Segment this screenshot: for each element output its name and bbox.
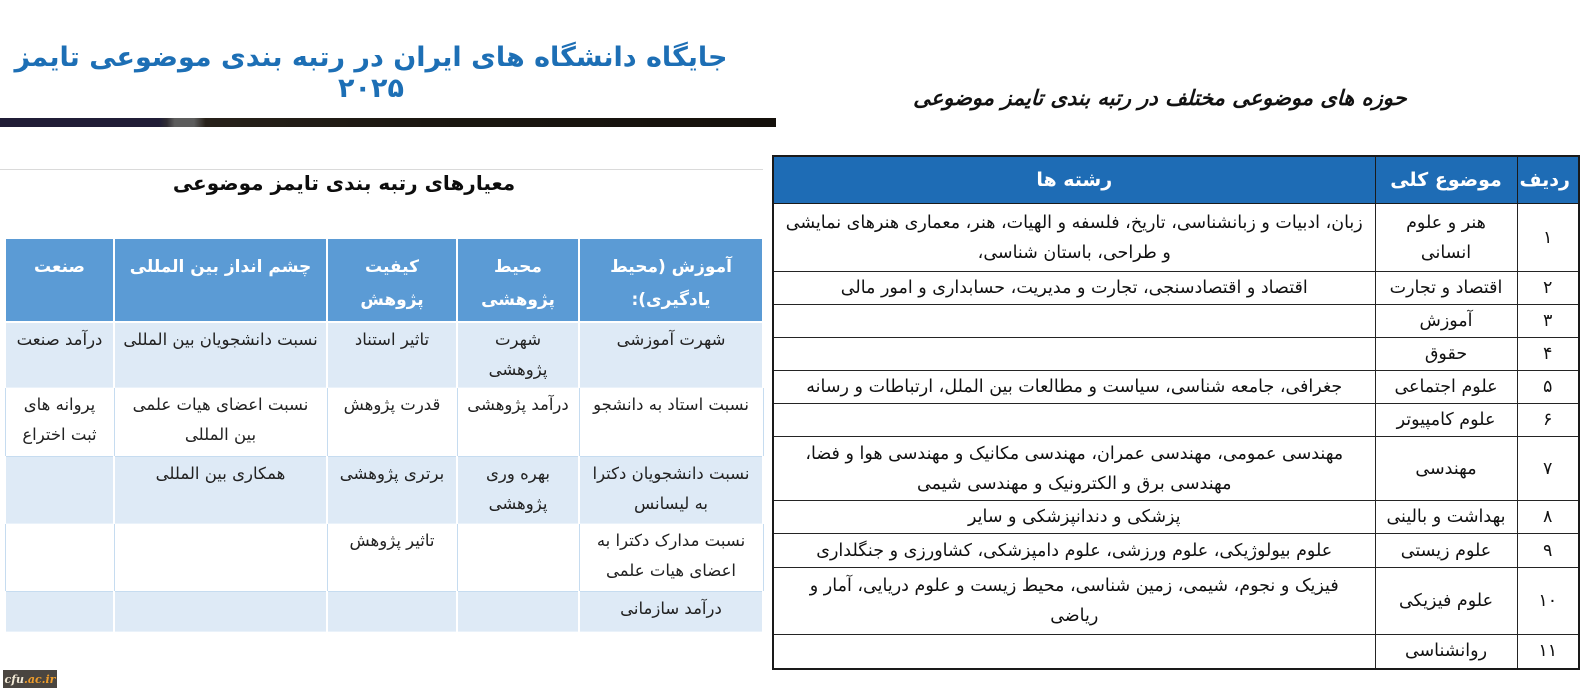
subject-row: ۱ هنر و علوم انسانی زبان، ادبیات و زبانش…: [772, 203, 1580, 272]
subject-name: علوم کامپیوتر: [1374, 403, 1518, 437]
row-number: ۵: [1516, 370, 1580, 404]
watermark-prefix: cfu: [4, 672, 24, 686]
col-header-industry: صنعت: [4, 236, 115, 324]
criteria-cell: برتری پژوهشی: [326, 456, 458, 525]
criteria-cell: [456, 591, 580, 633]
subject-name: علوم اجتماعی: [1374, 370, 1518, 404]
criteria-cell: شهرت آموزشی: [578, 321, 764, 389]
subject-fields: [772, 337, 1376, 371]
criteria-cell: تاثیر استناد: [326, 321, 458, 389]
col-header-general-subject: موضوع کلی: [1374, 155, 1518, 204]
row-number: ۹: [1516, 533, 1580, 568]
subject-fields: پزشکی و دندانپزشکی و سایر: [772, 500, 1376, 534]
row-number: ۶: [1516, 403, 1580, 437]
section-divider-line: [0, 169, 763, 170]
subject-name: اقتصاد و تجارت: [1374, 271, 1518, 305]
subject-row: ۵ علوم اجتماعی جغرافی، جامعه شناسی، سیاس…: [772, 370, 1580, 404]
subject-row: ۱۱ روانشناسی: [772, 634, 1580, 669]
subject-fields: مهندسی عمومی، مهندسی عمران، مهندسی مکانی…: [772, 436, 1376, 501]
criteria-row: نسبت دانشجویان دکترا به لیسانس بهره وری …: [4, 456, 764, 525]
criteria-row: نسبت مدارک دکترا به اعضای هیات علمی تاثی…: [4, 523, 764, 593]
criteria-cell: نسبت استاد به دانشجو: [578, 387, 764, 458]
criteria-cell: بهره وری پژوهشی: [456, 456, 580, 525]
criteria-row: نسبت استاد به دانشجو درآمد پژوهشی قدرت پ…: [4, 387, 764, 458]
subjects-header-row: ردیف موضوع کلی رشته ها: [772, 155, 1580, 204]
col-header-research-quality: کیفیت پژوهش: [326, 236, 458, 324]
row-number: ۱۱: [1516, 634, 1580, 669]
criteria-cell: [113, 523, 328, 593]
subject-row: ۱۰ علوم فیزیکی فیزیک و نجوم، شیمی، زمین …: [772, 567, 1580, 635]
criteria-table: آموزش (محیط یادگیری): محیط پژوهشی کیفیت …: [4, 236, 764, 633]
subject-fields: [772, 403, 1376, 437]
criteria-cell: قدرت پژوهش: [326, 387, 458, 458]
criteria-cell: درآمد سازمانی: [578, 591, 764, 633]
row-number: ۱۰: [1516, 567, 1580, 635]
col-header-fields: رشته ها: [772, 155, 1376, 204]
subject-fields: علوم بیولوژیکی، علوم ورزشی، علوم دامپزشک…: [772, 533, 1376, 568]
subject-row: ۹ علوم زیستی علوم بیولوژیکی، علوم ورزشی،…: [772, 533, 1580, 568]
subjects-table: ردیف موضوع کلی رشته ها ۱ هنر و علوم انسا…: [772, 155, 1580, 670]
row-number: ۷: [1516, 436, 1580, 501]
subject-name: علوم فیزیکی: [1374, 567, 1518, 635]
subject-name: علوم زیستی: [1374, 533, 1518, 568]
watermark-suffix: .ac.ir: [23, 672, 56, 686]
criteria-cell: [326, 591, 458, 633]
col-header-teaching: آموزش (محیط یادگیری):: [578, 236, 764, 324]
criteria-cell: [113, 591, 328, 633]
subject-fields: [772, 634, 1376, 669]
criteria-cell: [4, 456, 115, 525]
subject-fields: اقتصاد و اقتصادسنجی، تجارت و مدیریت، حسا…: [772, 271, 1376, 305]
page-title: جایگاه دانشگاه های ایران در رتبه بندی مو…: [14, 42, 728, 104]
row-number: ۸: [1516, 500, 1580, 534]
criteria-cell: تاثیر پژوهش: [326, 523, 458, 593]
col-header-international-outlook: چشم انداز بین المللی: [113, 236, 328, 324]
subject-name: مهندسی: [1374, 436, 1518, 501]
criteria-row: شهرت آموزشی شهرت پژوهشی تاثیر استناد نسب…: [4, 321, 764, 389]
criteria-cell: نسبت اعضای هیات علمی بین المللی: [113, 387, 328, 458]
subject-row: ۳ آموزش: [772, 304, 1580, 338]
subject-row: ۸ بهداشت و بالینی پزشکی و دندانپزشکی و س…: [772, 500, 1580, 534]
criteria-cell: نسبت مدارک دکترا به اعضای هیات علمی: [578, 523, 764, 593]
title-divider-bar: [0, 118, 776, 127]
criteria-cell: [4, 591, 115, 633]
subject-row: ۴ حقوق: [772, 337, 1580, 371]
col-header-row-number: ردیف: [1516, 155, 1580, 204]
subject-name: بهداشت و بالینی: [1374, 500, 1518, 534]
criteria-cell: همکاری بین المللی: [113, 456, 328, 525]
criteria-cell: [4, 523, 115, 593]
criteria-cell: نسبت دانشجویان دکترا به لیسانس: [578, 456, 764, 525]
row-number: ۳: [1516, 304, 1580, 338]
criteria-cell: [456, 523, 580, 593]
row-number: ۲: [1516, 271, 1580, 305]
col-header-research-environment: محیط پژوهشی: [456, 236, 580, 324]
subject-name: هنر و علوم انسانی: [1374, 203, 1518, 272]
criteria-row: درآمد سازمانی: [4, 591, 764, 633]
criteria-header-row: آموزش (محیط یادگیری): محیط پژوهشی کیفیت …: [4, 236, 764, 324]
subject-name: حقوق: [1374, 337, 1518, 371]
criteria-cell: شهرت پژوهشی: [456, 321, 580, 389]
criteria-cell: درآمد پژوهشی: [456, 387, 580, 458]
subject-name: روانشناسی: [1374, 634, 1518, 669]
subject-fields: جغرافی، جامعه شناسی، سیاست و مطالعات بین…: [772, 370, 1376, 404]
row-number: ۱: [1516, 203, 1580, 272]
handwritten-subtitle: حوزه های موضوعی مختلف در رتبه بندی تایمز…: [912, 86, 1408, 110]
subject-fields: [772, 304, 1376, 338]
criteria-cell: نسبت دانشجویان بین المللی: [113, 321, 328, 389]
criteria-cell: درآمد صنعت: [4, 321, 115, 389]
subject-fields: زبان، ادبیات و زبانشناسی، تاریخ، فلسفه و…: [772, 203, 1376, 272]
subject-row: ۶ علوم کامپیوتر: [772, 403, 1580, 437]
criteria-cell: پروانه های ثبت اختراع: [4, 387, 115, 458]
subject-fields: فیزیک و نجوم، شیمی، زمین شناسی، محیط زیس…: [772, 567, 1376, 635]
site-watermark: cfu .ac.ir: [3, 670, 57, 688]
criteria-table-title: معیارهای رتبه بندی تایمز موضوعی: [172, 171, 516, 195]
subject-row: ۲ اقتصاد و تجارت اقتصاد و اقتصادسنجی، تج…: [772, 271, 1580, 305]
subject-name: آموزش: [1374, 304, 1518, 338]
subject-row: ۷ مهندسی مهندسی عمومی، مهندسی عمران، مهن…: [772, 436, 1580, 501]
row-number: ۴: [1516, 337, 1580, 371]
